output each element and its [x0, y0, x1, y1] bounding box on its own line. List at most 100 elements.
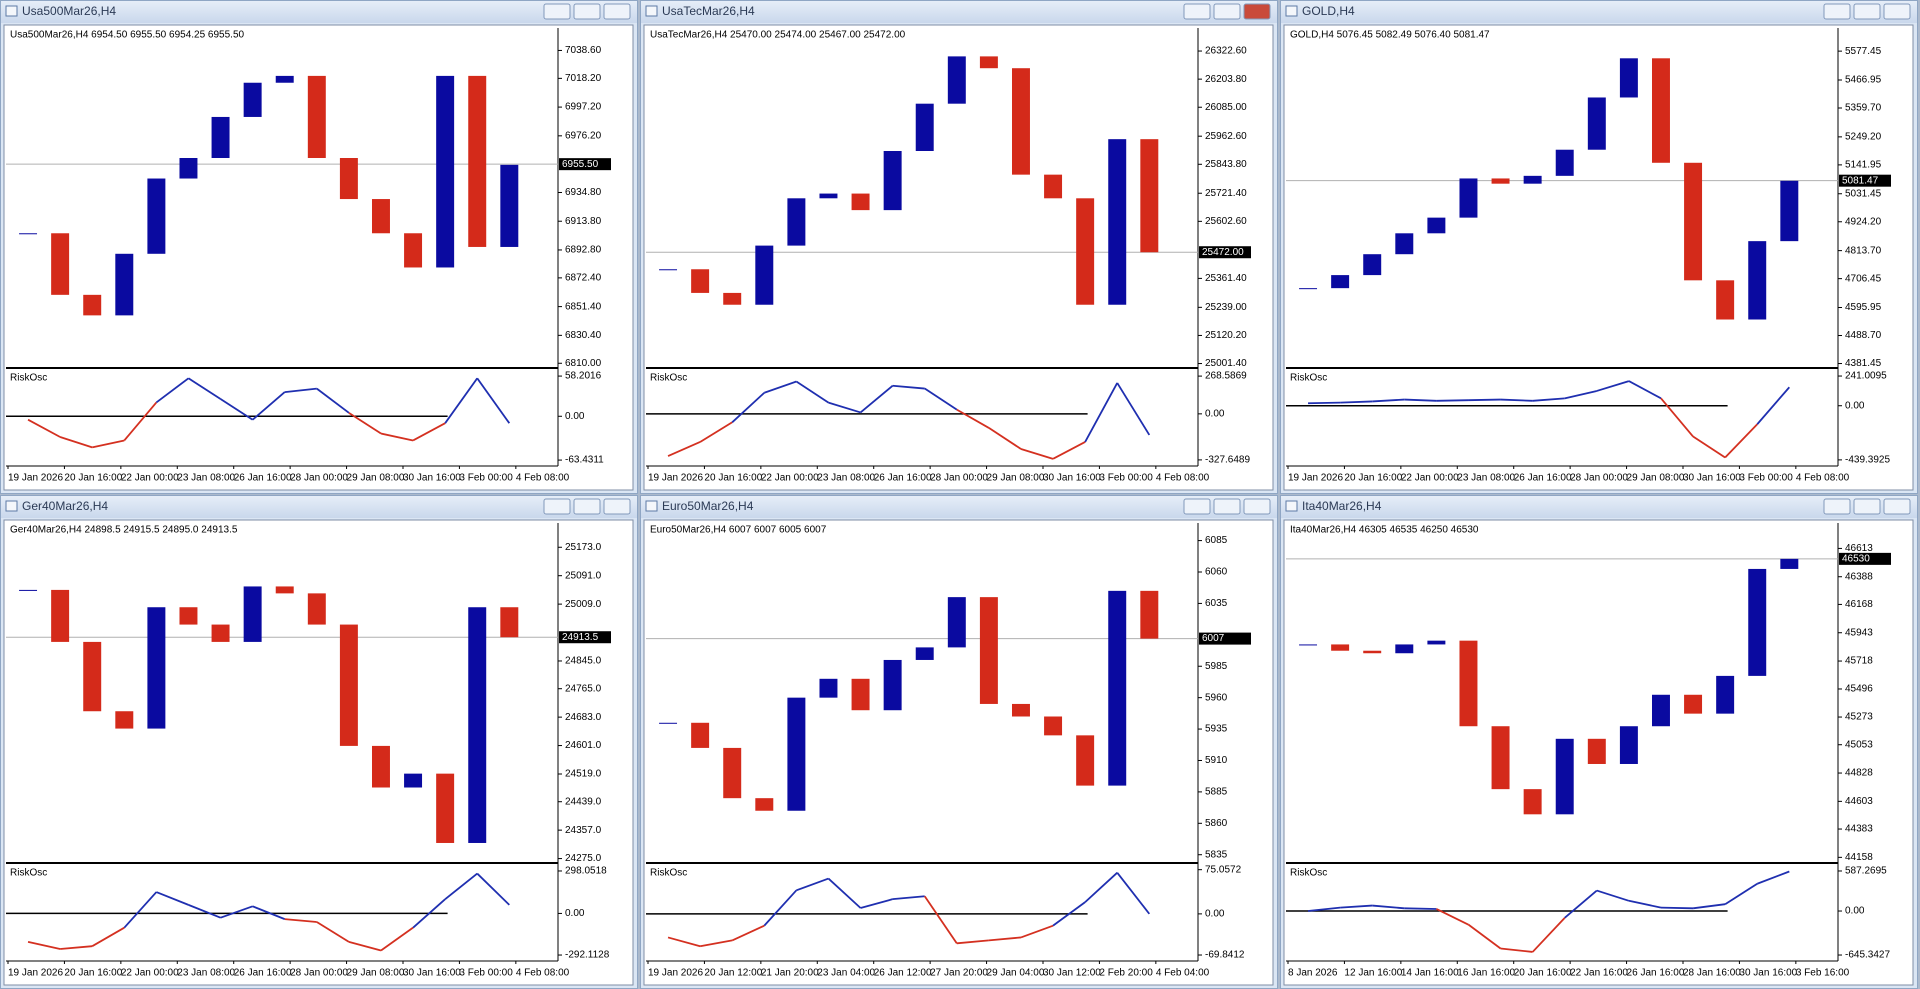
window-icon	[5, 500, 18, 512]
osc-segment	[1596, 889, 1630, 902]
close-button[interactable]	[1243, 3, 1271, 20]
osc-segment	[860, 898, 893, 909]
osc-segment	[1052, 901, 1086, 927]
price-label: 44828	[1845, 768, 1873, 779]
time-label: 3 Feb 00:00	[459, 968, 513, 979]
window-title: Ger40Mar26,H4	[22, 499, 108, 513]
osc-label: 0.00	[1205, 408, 1225, 419]
maximize-button[interactable]	[573, 3, 601, 20]
price-label: 6851.40	[565, 301, 602, 312]
maximize-button[interactable]	[1213, 498, 1241, 515]
time-label: 2 Feb 20:00	[1099, 968, 1153, 979]
osc-segment	[348, 412, 382, 435]
osc-segment	[1340, 400, 1373, 404]
candle	[1651, 694, 1670, 727]
osc-segment	[923, 895, 958, 944]
window-title: GOLD,H4	[1302, 4, 1355, 18]
time-label: 30 Jan 16:00	[1739, 968, 1797, 979]
osc-segment	[1756, 386, 1790, 425]
maximize-button[interactable]	[573, 498, 601, 515]
last-price-label: 6007	[1202, 633, 1225, 644]
osc-segment	[1500, 947, 1533, 953]
osc-label: -69.8412	[1205, 950, 1245, 961]
price-label: 45943	[1845, 627, 1873, 638]
osc-segment	[1116, 872, 1151, 915]
price-label: 25962.60	[1205, 131, 1247, 142]
osc-segment	[316, 387, 350, 414]
minimize-button[interactable]	[543, 498, 571, 515]
price-label: 5249.20	[1845, 132, 1882, 143]
osc-segment	[220, 398, 254, 421]
candle	[179, 158, 198, 179]
chart-window: GOLD,H4 GOLD,H4 5076.45 5082.49 5076.40 5…	[1280, 0, 1918, 494]
osc-segment	[731, 392, 765, 423]
candle	[1076, 198, 1095, 305]
title-bar	[641, 496, 1277, 518]
price-label: 25173.0	[565, 542, 602, 553]
candle	[147, 178, 166, 254]
close-button[interactable]	[1883, 498, 1911, 515]
price-label: 5985	[1205, 661, 1228, 672]
minimize-button[interactable]	[1823, 498, 1851, 515]
candle	[755, 245, 774, 305]
candle	[1619, 58, 1638, 98]
time-label: 22 Jan 00:00	[121, 968, 179, 979]
candle	[307, 593, 326, 625]
price-label: 5935	[1205, 724, 1228, 735]
last-price-box	[559, 631, 611, 644]
time-label: 21 Jan 20:00	[761, 968, 819, 979]
price-label: 6976.20	[565, 130, 602, 141]
candle	[115, 711, 134, 729]
candle	[500, 164, 519, 247]
candle	[1684, 162, 1703, 281]
osc-segment	[252, 905, 286, 920]
time-label: 19 Jan 2026	[1288, 473, 1343, 484]
time-label: 23 Jan 08:00	[817, 473, 875, 484]
time-label: 4 Feb 08:00	[516, 473, 570, 484]
last-price-box	[1199, 246, 1251, 259]
price-label: 25239.00	[1205, 302, 1247, 313]
price-label: 6892.80	[565, 245, 602, 256]
price-label: 4813.70	[1845, 245, 1882, 256]
symbol-info: Ita40Mar26,H4 46305 46535 46250 46530	[1290, 525, 1479, 536]
candle	[275, 586, 294, 594]
price-label: 6913.80	[565, 216, 602, 227]
osc-segment	[187, 377, 222, 400]
time-label: 26 Jan 16:00	[234, 473, 292, 484]
osc-segment	[1372, 904, 1405, 910]
osc-segment	[956, 408, 990, 429]
minimize-button[interactable]	[1183, 498, 1211, 515]
candle	[211, 624, 230, 642]
maximize-button[interactable]	[1853, 498, 1881, 515]
maximize-button[interactable]	[1853, 3, 1881, 20]
osc-segment	[252, 391, 286, 421]
close-button[interactable]	[1243, 498, 1271, 515]
minimize-button[interactable]	[1183, 3, 1211, 20]
candle	[1011, 703, 1030, 717]
symbol-info: UsaTecMar26,H4 25470.00 25474.00 25467.0…	[650, 30, 906, 41]
maximize-button[interactable]	[1213, 3, 1241, 20]
candle	[1716, 675, 1735, 714]
time-label: 19 Jan 2026	[8, 473, 63, 484]
close-button[interactable]	[1883, 3, 1911, 20]
price-label: 7018.20	[565, 73, 602, 84]
candle	[371, 745, 390, 788]
chart-window: Ita40Mar26,H4 Ita40Mar26,H4 46305 46535 4…	[1280, 495, 1918, 989]
candle	[19, 233, 38, 235]
minimize-button[interactable]	[543, 3, 571, 20]
osc-segment	[1724, 882, 1758, 905]
price-label: 6810.00	[565, 358, 602, 369]
close-button[interactable]	[603, 498, 631, 515]
candle	[51, 589, 70, 642]
candle	[1011, 68, 1030, 175]
candle	[1748, 568, 1767, 676]
last-price-label: 46530	[1842, 554, 1870, 565]
time-label: 4 Feb 08:00	[1796, 473, 1850, 484]
candle	[979, 597, 998, 704]
close-button[interactable]	[603, 3, 631, 20]
candle	[1108, 590, 1127, 786]
osc-segment	[988, 427, 1022, 450]
minimize-button[interactable]	[1823, 3, 1851, 20]
osc-segment	[763, 889, 798, 927]
